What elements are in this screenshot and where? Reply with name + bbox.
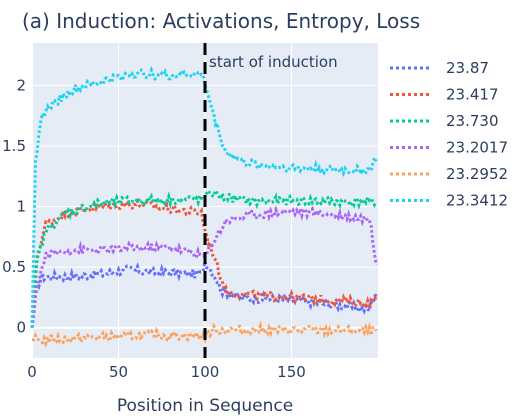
y-tick-label: 1 <box>16 198 26 216</box>
x-tick-label: 100 <box>191 363 220 381</box>
induction-annotation: start of induction <box>209 53 338 71</box>
x-axis-title: Position in Sequence <box>117 396 293 416</box>
x-tick-label: 0 <box>27 363 37 381</box>
legend-label: 23.2952 <box>446 165 508 183</box>
x-tick-labels: 0 50 100 150 <box>27 363 306 381</box>
series-line <box>30 197 378 328</box>
x-tick-label: 150 <box>277 363 306 381</box>
legend-label: 23.417 <box>446 86 499 104</box>
legend: 23.87 23.417 23.730 23.2017 23.2952 23.3412 <box>390 59 508 210</box>
y-tick-label: 1.5 <box>2 137 26 155</box>
y-tick-label: 0 <box>16 319 26 337</box>
series-line <box>32 320 378 349</box>
legend-label: 23.2017 <box>446 139 508 157</box>
chart-title: (a) Induction: Activations, Entropy, Los… <box>22 9 420 33</box>
y-tick-label: 0.5 <box>2 258 26 276</box>
x-tick-label: 50 <box>109 363 128 381</box>
legend-label: 23.87 <box>446 59 489 77</box>
y-tick-labels: 0 0.5 1 1.5 2 <box>2 76 26 336</box>
y-tick-label: 2 <box>16 76 26 94</box>
series-line <box>30 65 378 328</box>
legend-label: 23.3412 <box>446 192 508 210</box>
legend-label: 23.730 <box>446 112 499 130</box>
